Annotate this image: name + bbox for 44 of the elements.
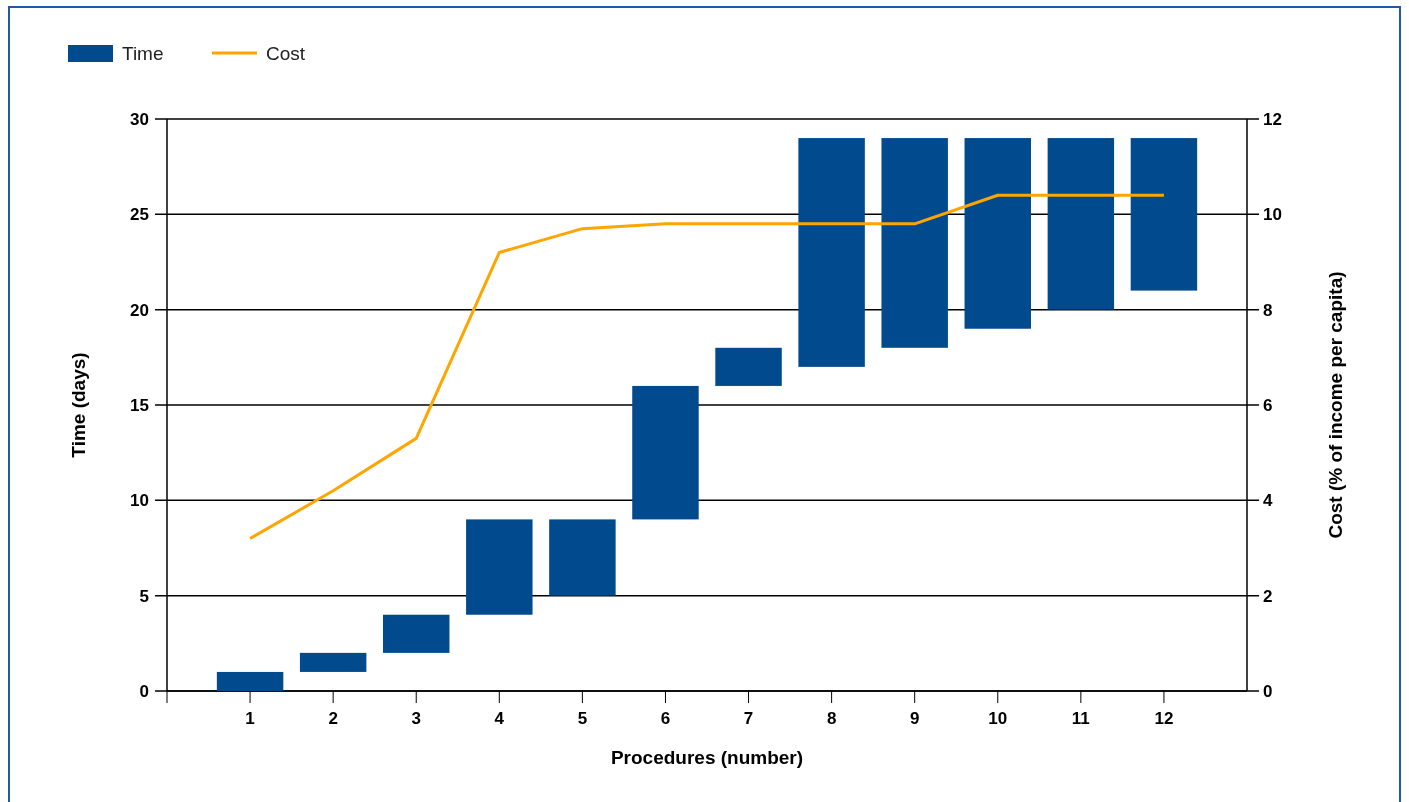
bar: [881, 138, 948, 348]
y-tick-label: 0: [139, 681, 149, 701]
y2-tick-label: 12: [1263, 109, 1282, 129]
x-tick-label: 6: [660, 709, 671, 728]
line-series: [248, 193, 1166, 540]
x-tick-label: 8: [826, 709, 837, 728]
bar: [798, 138, 865, 367]
y-tick-label: 20: [130, 300, 149, 320]
x-axis-title: Procedures (number): [610, 747, 804, 768]
x-tick-label: 11: [1071, 709, 1090, 728]
y2-axis-title: Cost (% of income per capita): [1325, 271, 1346, 539]
y2-tick-label: 4: [1263, 491, 1273, 511]
y-axis-title: Time (days): [68, 352, 89, 458]
x-tick-label: 1: [245, 709, 255, 728]
bar: [466, 519, 533, 615]
y2-tick-label: 0: [1263, 681, 1273, 701]
y-tick-label: 5: [139, 586, 149, 606]
y2-tick-label: 8: [1263, 300, 1273, 320]
bar: [964, 138, 1031, 329]
legend-label: Time: [122, 43, 164, 64]
y2-tick-label: 6: [1263, 395, 1273, 415]
x-tick-label: 2: [328, 709, 338, 728]
x-tick-label: 7: [743, 709, 754, 728]
bar: [299, 652, 367, 672]
bar: [632, 385, 699, 520]
bar: [1130, 138, 1198, 291]
bar: [1047, 138, 1115, 310]
y-tick-label: 10: [130, 491, 149, 511]
y-tick-label: 15: [130, 395, 149, 415]
x-tick-label: 12: [1154, 709, 1174, 728]
y-tick-label: 25: [130, 205, 149, 225]
x-tick-label: 4: [494, 709, 505, 728]
y2-tick-label: 2: [1263, 586, 1273, 606]
bar: [383, 614, 450, 653]
bar: [549, 519, 616, 596]
y2-tick-label: 10: [1263, 205, 1282, 225]
y-tick-label: 30: [130, 109, 149, 129]
x-tick-label: 3: [411, 709, 421, 728]
legend-label: Cost: [266, 43, 306, 64]
x-tick-label: 10: [988, 709, 1008, 728]
x-tick-label: 5: [577, 709, 588, 728]
x-tick-label: 9: [909, 709, 920, 728]
bar: [715, 347, 782, 386]
bar: [216, 671, 284, 691]
